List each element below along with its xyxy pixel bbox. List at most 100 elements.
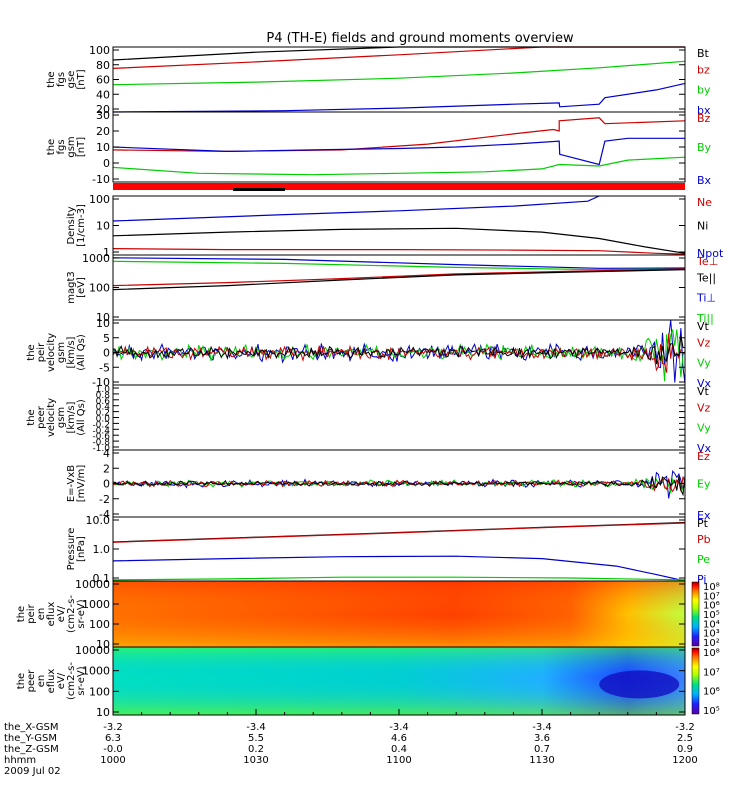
colorbar-tick-label: 10⁸ (703, 582, 720, 593)
y-axis-label: sr-eV) (76, 666, 87, 695)
y-tick-label: 10.0 (86, 514, 111, 527)
x-value: -3.2 (675, 722, 695, 733)
y-tick-label: -0.8 (92, 438, 110, 448)
y-tick-label: 10 (96, 706, 110, 719)
x-row-label-the-x-gsm: the_X-GSM (4, 722, 58, 733)
y-axis-label: [nT] (76, 137, 87, 157)
y-axis-label: (cm2-s- (66, 662, 77, 700)
colorbar-tick-label: 10⁴ (703, 619, 720, 630)
y-tick-label: 0.8 (96, 391, 111, 401)
y-tick-label: 100 (89, 282, 110, 295)
legend-vy: Vy (697, 422, 711, 435)
legend-pt: Pt (697, 517, 709, 530)
y-tick-label: -10 (92, 376, 110, 389)
legend-vz: Vz (697, 401, 711, 414)
legend-ez: Ez (697, 450, 710, 463)
panel-frame (112, 195, 686, 256)
panel-frame (112, 254, 686, 321)
legend-ey: Ey (697, 478, 711, 491)
x-value: 3.6 (534, 733, 550, 744)
y-tick-label: 100 (89, 44, 110, 57)
y-axis-label: (All Qs) (76, 399, 87, 436)
x-value: -3.2 (103, 722, 123, 733)
colorbar-tick-label: 10⁶ (703, 687, 720, 698)
panel-peir-eflux: 10000 1000 100 10 the peir en eflux eV/(cm2-s-sr… (16, 578, 720, 651)
y-tick-label: 10 (96, 317, 110, 330)
x-value: 1130 (529, 755, 554, 766)
colorbar-tick-label: 10³ (703, 629, 720, 640)
y-tick-label: 10 (96, 311, 110, 324)
y-tick-label: 10 (96, 141, 110, 154)
y-axis-label: the (16, 606, 27, 622)
y-tick-label: 1000 (82, 252, 110, 265)
x-value: -3.4 (246, 722, 266, 733)
y-axis-label: gse (66, 71, 77, 89)
y-axis-label: the (26, 409, 37, 425)
legend-ti: Ti|| (696, 312, 714, 325)
colorbar (691, 581, 700, 647)
y-tick-label: 20 (96, 103, 110, 116)
y-axis-label: sr-eV) (76, 599, 87, 628)
series-line-0 (112, 257, 686, 269)
series-line-3 (112, 269, 686, 291)
x-value: 0.2 (248, 744, 264, 755)
y-tick-label: -0.2 (92, 420, 110, 430)
x-value: 0.9 (677, 744, 693, 755)
panel-frame (112, 384, 686, 451)
series-line-0 (112, 195, 600, 222)
series-line-1 (112, 260, 686, 271)
legend-ni: Ni (697, 220, 708, 233)
panel-density: 100 10 1 Density [1/cm-3] Ne Ni Npot (66, 193, 724, 260)
y-tick-label: 100 (89, 193, 110, 206)
y-axis-label: peir (36, 342, 47, 362)
x-value: 5.5 (248, 733, 264, 744)
panel-temperature: 1000 100 10 magt3 [eV] Te⊥ Te|| Ti⊥ Ti|| (66, 252, 718, 325)
y-tick-label: 100 (89, 685, 110, 698)
y-tick-label: -0.4 (92, 426, 110, 436)
legend-vy: Vy (697, 357, 711, 370)
y-tick-label: 10 (96, 220, 110, 233)
noise-trace-3 (112, 475, 686, 497)
y-tick-label: 10000 (75, 578, 110, 591)
legend-bx: bx (697, 104, 711, 117)
panel-frame (112, 516, 686, 582)
x-value: 1100 (386, 755, 411, 766)
y-tick-label: 0 (103, 347, 110, 360)
y-axis-label: eV/ (56, 605, 67, 622)
colorbar-tick-label: 10⁵ (703, 706, 720, 717)
panel-peir-velocity: 10 5 0-5 -10 the peir velocity gsm [km/s] (All Qs… (26, 317, 712, 390)
legend-pe: Pe (697, 553, 710, 566)
x-row-label-the-z-gsm: the_Z-GSM (4, 744, 59, 755)
legend-ti: Ti⊥ (696, 292, 716, 305)
y-axis-label: E=-VxB (66, 465, 77, 502)
y-axis-label: the (46, 139, 57, 155)
y-tick-label: -4 (99, 508, 110, 521)
y-axis-label: fgs (56, 72, 67, 87)
y-axis-label: eV/ (56, 672, 67, 689)
series-line-3 (112, 576, 686, 581)
legend-by: by (697, 84, 711, 97)
legend-bx: Bx (697, 174, 712, 187)
y-tick-label: 1.0 (93, 543, 111, 556)
y-axis-label: en (36, 675, 47, 688)
legend-vx: Vx (697, 377, 712, 390)
y-axis-label: velocity (46, 333, 57, 372)
noise-trace-3 (112, 335, 686, 365)
y-axis-label: peer (36, 405, 47, 429)
x-value: 0.4 (391, 744, 407, 755)
y-tick-label: 10 (96, 638, 110, 651)
spectrogram-electron-overlay (113, 647, 685, 715)
y-tick-label: -1.0 (92, 444, 110, 454)
spectrogram-electron-depletion (599, 670, 680, 699)
y-tick-label: -10 (92, 173, 110, 186)
colorbar (691, 647, 700, 715)
panel-efield: 4 2 0 -2 -4 E=-VxB [mV/m] Ez Ey Ex (66, 447, 711, 522)
legend-bz: Bz (697, 112, 711, 125)
legend-by: By (697, 141, 712, 154)
y-tick-label: 10000 (75, 644, 110, 657)
y-tick-label: 1 (103, 246, 110, 259)
legend-vx: Vx (697, 442, 712, 455)
y-axis-label: gsm (56, 342, 67, 363)
y-tick-label: 100 (89, 618, 110, 631)
